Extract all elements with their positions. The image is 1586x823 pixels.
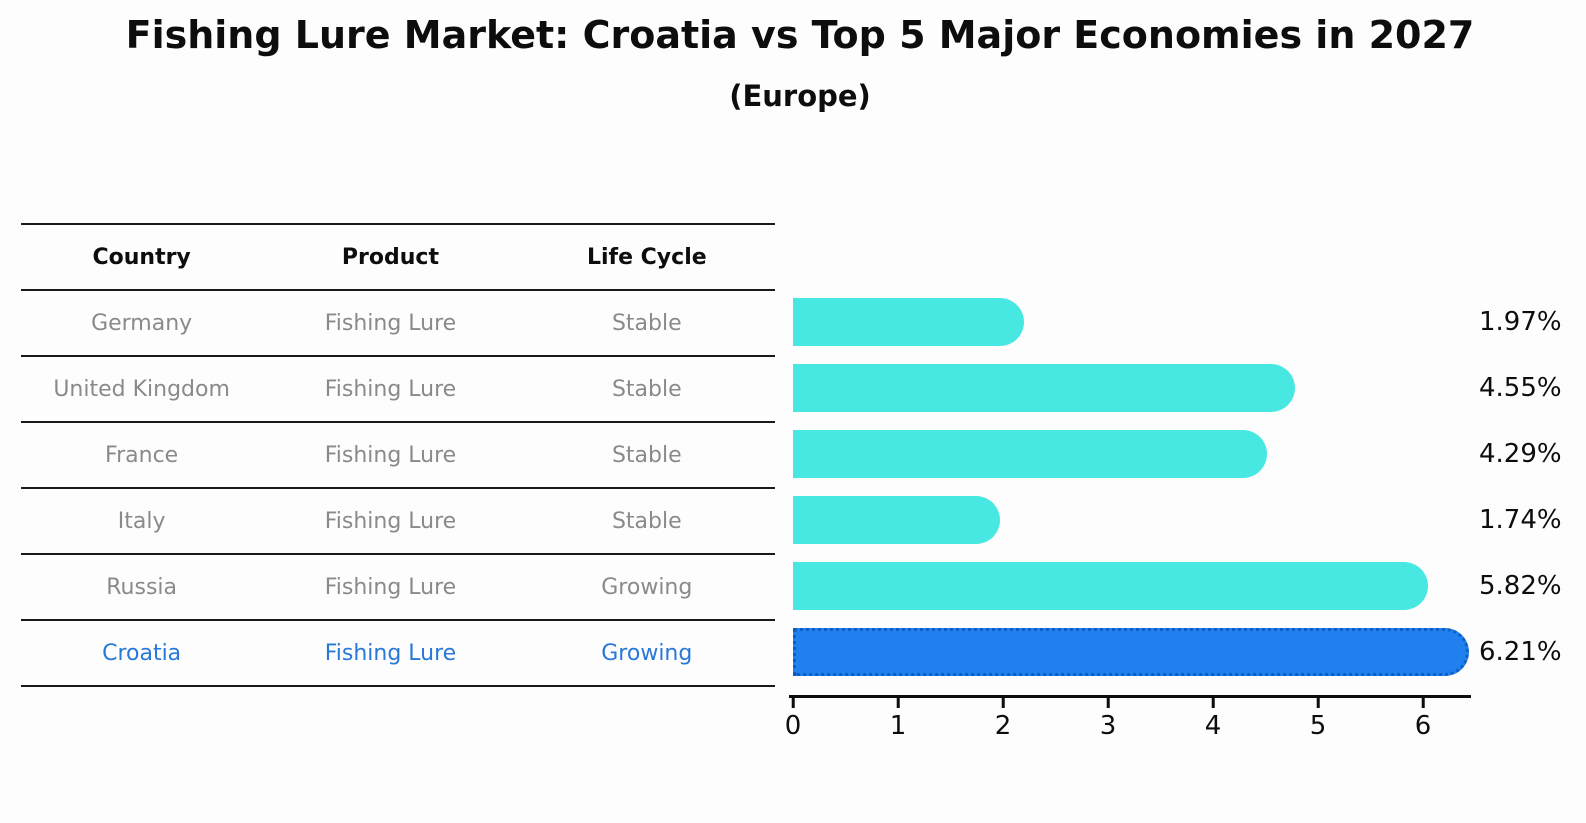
x-tick-mark (1316, 698, 1320, 708)
chart-subtitle: (Europe) (729, 79, 871, 113)
column-header-country: Country (92, 244, 191, 270)
x-tick-mark (1106, 698, 1110, 708)
bar-germany (793, 298, 1024, 346)
cell-country: United Kingdom (53, 376, 230, 402)
value-label-russia: 5.82% (1479, 571, 1562, 601)
cell-product: Fishing Lure (324, 310, 457, 336)
x-tick-1: 1 (889, 698, 907, 741)
cell-product: Fishing Lure (324, 442, 457, 468)
x-tick-4: 4 (1204, 698, 1222, 741)
x-tick-0: 0 (784, 698, 802, 741)
table-row-united-kingdom: United Kingdom Fishing Lure Stable (21, 357, 775, 423)
bar-croatia (793, 628, 1470, 676)
column-header-product: Product (341, 244, 439, 270)
x-tick-label: 4 (1204, 711, 1222, 741)
table-row-russia: Russia Fishing Lure Growing (21, 555, 775, 621)
x-tick-label: 6 (1414, 711, 1432, 741)
table-header-row: Country Product Life Cycle (21, 225, 775, 291)
x-tick-label: 1 (889, 711, 907, 741)
x-tick-2: 2 (994, 698, 1012, 741)
bar-italy (793, 496, 1000, 544)
value-label-croatia: 6.21% (1479, 637, 1562, 667)
table-body: Germany Fishing Lure Stable United Kingdom F… (21, 291, 775, 687)
cell-product: Fishing Lure (324, 376, 457, 402)
cell-life-cycle: Stable (611, 508, 682, 534)
bar-united-kingdom (793, 364, 1295, 412)
x-tick-mark (1211, 698, 1215, 708)
table-row-germany: Germany Fishing Lure Stable (21, 291, 775, 357)
x-tick-mark (1421, 698, 1425, 708)
x-tick-mark (896, 698, 900, 708)
x-axis-line (789, 695, 1471, 698)
x-tick-label: 0 (784, 711, 802, 741)
value-label-united-kingdom: 4.55% (1479, 373, 1562, 403)
cell-life-cycle: Growing (601, 574, 693, 600)
x-tick-label: 2 (994, 711, 1012, 741)
cell-country: Russia (106, 574, 178, 600)
x-tick-label: 3 (1099, 711, 1117, 741)
x-tick-3: 3 (1099, 698, 1117, 741)
value-label-italy: 1.74% (1479, 505, 1562, 535)
table-row-croatia: Croatia Fishing Lure Growing (21, 621, 775, 687)
cell-product: Fishing Lure (324, 640, 457, 666)
table-row-france: France Fishing Lure Stable (21, 423, 775, 489)
x-tick-mark (791, 698, 795, 708)
cell-country: Germany (91, 310, 193, 336)
cell-country: Italy (117, 508, 166, 534)
cell-life-cycle: Stable (611, 376, 682, 402)
cell-life-cycle: Growing (601, 640, 693, 666)
x-tick-5: 5 (1309, 698, 1327, 741)
value-label-france: 4.29% (1479, 439, 1562, 469)
x-tick-label: 5 (1309, 711, 1327, 741)
x-tick-6: 6 (1414, 698, 1432, 741)
x-tick-mark (1001, 698, 1005, 708)
value-label-germany: 1.97% (1479, 307, 1562, 337)
cell-country: Croatia (102, 640, 182, 666)
cell-product: Fishing Lure (324, 574, 457, 600)
x-axis: 0 1 2 3 4 5 6 (785, 695, 1471, 755)
cell-life-cycle: Stable (611, 442, 682, 468)
chart-title: Fishing Lure Market: Croatia vs Top 5 Ma… (125, 13, 1475, 57)
bar-chart-area (793, 289, 1473, 685)
cell-life-cycle: Stable (611, 310, 682, 336)
country-table: Country Product Life Cycle Germany Fishin… (21, 223, 775, 687)
cell-product: Fishing Lure (324, 508, 457, 534)
table-row-italy: Italy Fishing Lure Stable (21, 489, 775, 555)
column-header-life-cycle: Life Cycle (586, 244, 707, 270)
bar-france (793, 430, 1268, 478)
bar-russia (793, 562, 1429, 610)
cell-country: France (105, 442, 179, 468)
